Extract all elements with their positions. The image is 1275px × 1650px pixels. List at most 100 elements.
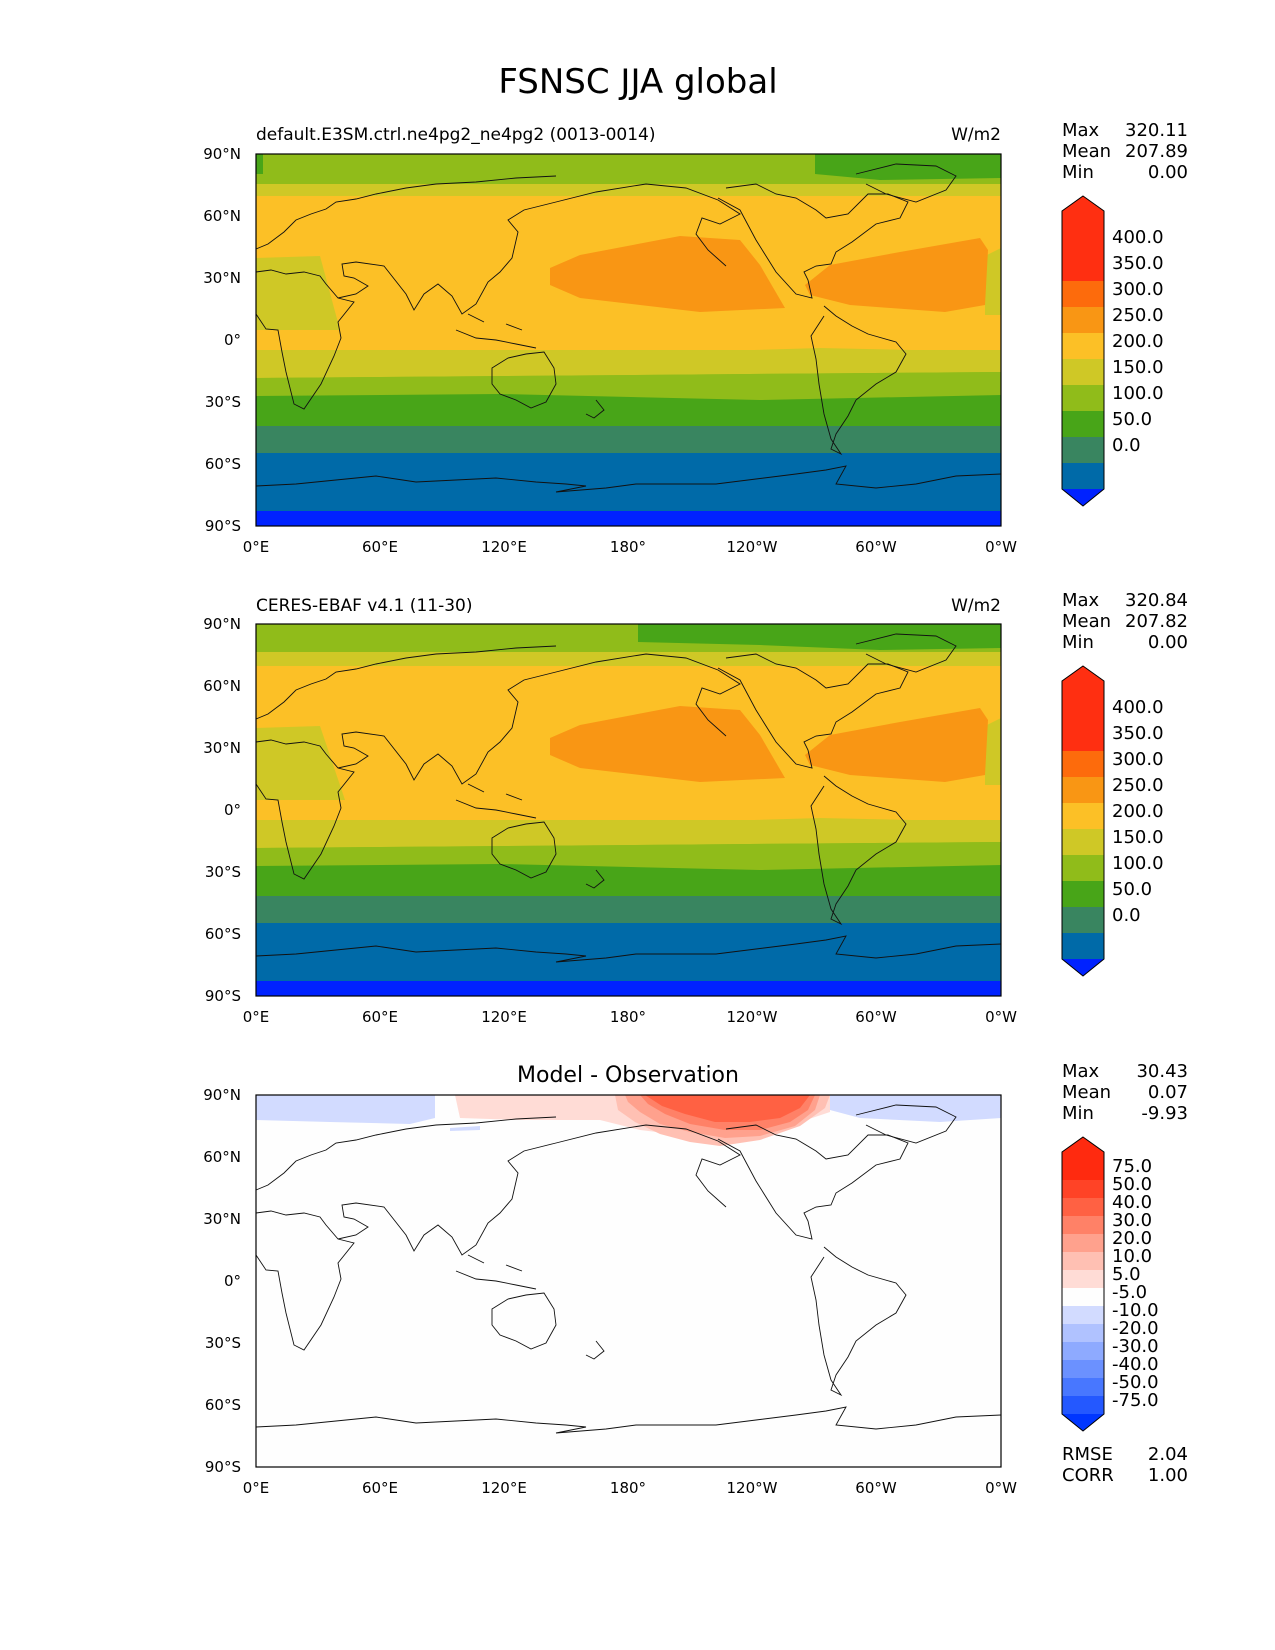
map-band <box>256 864 1001 898</box>
panel-diff: Model - Observation 90°N 60°N 30°N 0° 30… <box>203 1061 1188 1497</box>
panel-units: W/m2 <box>951 596 1001 616</box>
map-frame <box>255 153 1002 527</box>
coastline-north-america <box>717 1124 909 1240</box>
stat-value: -9.93 <box>1141 1103 1188 1124</box>
map-band <box>550 236 785 312</box>
lat-tick-label: 30°N <box>203 1210 241 1228</box>
colorbar-swatch <box>1062 196 1104 281</box>
stat-label: Min <box>1062 1103 1094 1124</box>
colorbar-swatch <box>1062 907 1104 933</box>
coastline-arabia-asia <box>337 183 741 315</box>
map-band <box>256 1095 435 1124</box>
stat-value: 207.82 <box>1125 611 1188 632</box>
coastlines <box>255 633 1002 963</box>
lon-tick-label: 60°W <box>855 538 897 556</box>
colorbar-label: -10.0 <box>1112 1300 1159 1321</box>
map-band <box>256 981 1001 996</box>
panel-model: default.E3SM.ctrl.ne4pg2_ne4pg2 (0013-00… <box>203 120 1188 556</box>
stat-value: 0.00 <box>1148 162 1188 183</box>
stat-label: Max <box>1062 1061 1100 1082</box>
map-band <box>256 818 1001 848</box>
panel-left-title: CERES-EBAF v4.1 (11-30) <box>256 596 472 616</box>
lon-tick-label: 180° <box>610 538 646 556</box>
colorbar-outline <box>1061 665 1105 977</box>
panel-obs: CERES-EBAF v4.1 (11-30) W/m2 90°N 60°N 3… <box>203 590 1188 1026</box>
lat-tick-label: 60°N <box>203 1148 241 1166</box>
colorbar-label: 200.0 <box>1112 801 1164 822</box>
colorbar-label: 75.0 <box>1112 1156 1152 1177</box>
colorbar-label: -40.0 <box>1112 1354 1159 1375</box>
coastline-north-america <box>717 653 909 769</box>
map-band <box>450 1126 480 1131</box>
coastline-australia <box>491 1292 557 1350</box>
colorbar-label: 5.0 <box>1112 1264 1141 1285</box>
colorbar-label: 300.0 <box>1112 279 1164 300</box>
lon-tick-label: 120°E <box>481 1008 527 1026</box>
coastline-antarctica <box>255 1406 1002 1434</box>
colorbar-label: 20.0 <box>1112 1228 1152 1249</box>
colorbar-label: 50.0 <box>1112 1174 1152 1195</box>
map-band <box>256 154 263 174</box>
map-band <box>830 1095 1001 1122</box>
map-model <box>256 154 1001 526</box>
colorbar-label: 100.0 <box>1112 383 1164 404</box>
colorbar-swatch <box>1062 803 1104 829</box>
colorbar-swatch <box>1062 1378 1104 1396</box>
colorbar-swatch <box>1062 1234 1104 1252</box>
stat-label: Min <box>1062 162 1094 183</box>
colorbar-label: 200.0 <box>1112 331 1164 352</box>
colorbar-swatch <box>1062 1137 1104 1180</box>
stats-block: Max 320.84 Mean 207.82 Min 0.00 <box>1062 590 1188 653</box>
map-band <box>645 1095 810 1122</box>
colorbar-swatch <box>1062 1270 1104 1288</box>
coastline-arabia-asia <box>337 653 741 785</box>
colorbar: 400.0 350.0 300.0 250.0 200.0 150.0 100.… <box>1061 665 1164 977</box>
coastline-indonesia <box>455 783 537 819</box>
stats-block: Max 30.43 Mean 0.07 Min -9.93 <box>1062 1061 1188 1124</box>
lon-tick-label: 60°E <box>362 1479 398 1497</box>
colorbar-swatch <box>1062 307 1104 333</box>
colorbar-label: -75.0 <box>1112 1390 1159 1411</box>
map-band <box>985 718 1001 785</box>
colorbar-label: -30.0 <box>1112 1336 1159 1357</box>
colorbar-label: 50.0 <box>1112 409 1152 430</box>
lon-axis: 0°E 60°E 120°E 180° 120°W 60°W 0°W <box>243 1479 1017 1497</box>
lon-axis: 0°E 60°E 120°E 180° 120°W 60°W 0°W <box>243 538 1017 556</box>
colorbar-swatch <box>1062 1198 1104 1216</box>
coastline-newzealand <box>585 1340 605 1360</box>
lon-tick-label: 180° <box>610 1479 646 1497</box>
map-band <box>256 256 340 330</box>
colorbar-swatch <box>1062 777 1104 803</box>
stat-label: Mean <box>1062 1082 1111 1103</box>
colorbar-swatch <box>1062 437 1104 463</box>
colorbar-label: -50.0 <box>1112 1372 1159 1393</box>
lon-tick-label: 0°W <box>985 538 1017 556</box>
lon-tick-label: 60°E <box>362 538 398 556</box>
colorbar-label: 40.0 <box>1112 1192 1152 1213</box>
colorbar-outline <box>1061 195 1105 507</box>
colorbar-swatch <box>1062 959 1104 976</box>
coastline-greenland <box>855 163 957 203</box>
coastline-australia <box>491 351 557 409</box>
map-band <box>256 1095 1001 1467</box>
coastline-arabia-asia <box>337 1124 741 1256</box>
panel-left-title: default.E3SM.ctrl.ne4pg2_ne4pg2 (0013-00… <box>256 125 656 145</box>
map-obs <box>256 624 1001 996</box>
map-band <box>256 453 1001 511</box>
colorbar-label: -20.0 <box>1112 1318 1159 1339</box>
lat-tick-label: 0° <box>224 1272 241 1290</box>
lat-tick-label: 0° <box>224 801 241 819</box>
colorbar: 400.0 350.0 300.0 250.0 200.0 150.0 100.… <box>1061 195 1164 507</box>
colorbar-label: 350.0 <box>1112 723 1164 744</box>
lon-tick-label: 0°E <box>243 538 270 556</box>
colorbar-swatch <box>1062 1324 1104 1342</box>
colorbar-swatch <box>1062 1396 1104 1414</box>
map-band <box>256 394 1001 428</box>
map-band <box>550 706 785 782</box>
colorbar-swatch <box>1062 1252 1104 1270</box>
stat-value: 0.07 <box>1148 1082 1188 1103</box>
colorbar-swatch <box>1062 1360 1104 1378</box>
lat-tick-label: 90°S <box>205 1458 241 1476</box>
map-band <box>256 348 1001 378</box>
